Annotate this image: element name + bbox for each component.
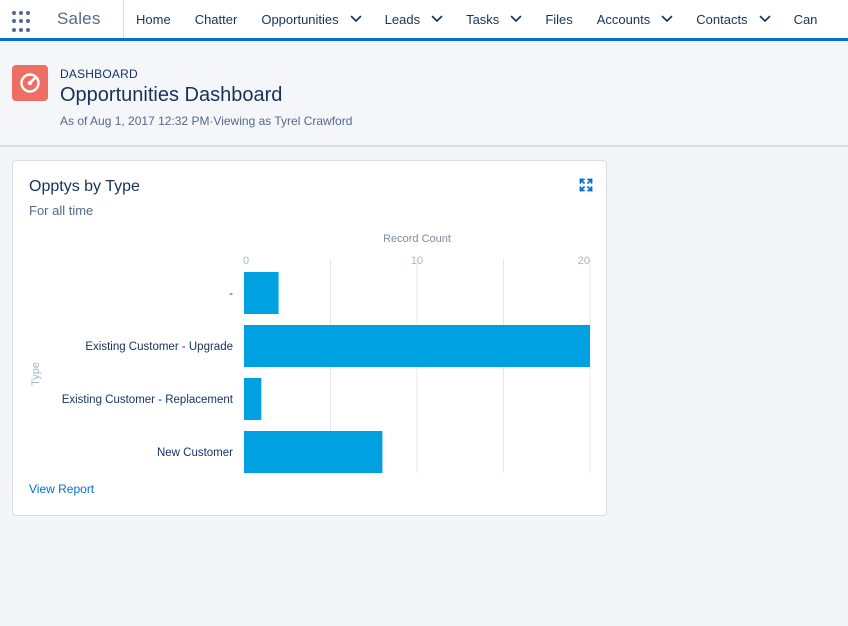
- dashboard-component-card: Opptys by Type For all time 0 10 20 Record …: [12, 160, 607, 516]
- component-subtitle: For all time: [29, 203, 94, 218]
- nav-tab-files[interactable]: Files: [533, 0, 584, 38]
- nav-tab-label: Home: [136, 11, 171, 27]
- nav-tab-label: Files: [545, 11, 573, 27]
- category-label: Existing Customer - Replacement: [62, 394, 234, 406]
- nav-tabs: Home Chatter Opportunities Leads Tasks Files A…: [124, 0, 829, 38]
- category-label: New Customer: [157, 447, 233, 459]
- bar: [244, 378, 262, 420]
- nav-tab-label: Chatter: [194, 11, 238, 27]
- bar: [244, 325, 590, 367]
- nav-tab-chatter[interactable]: Chatter: [183, 0, 250, 38]
- expand-icon[interactable]: [579, 178, 593, 192]
- chevron-down-icon[interactable]: [509, 12, 523, 26]
- dashboard-icon: [12, 65, 48, 101]
- view-report-link[interactable]: View Report: [29, 482, 95, 496]
- page-title: Opportunities Dashboard: [60, 84, 283, 106]
- x-tick-label: 10: [411, 255, 423, 267]
- nav-tab-accounts[interactable]: Accounts: [585, 0, 684, 38]
- y-axis-title: Type: [30, 362, 42, 386]
- page-eyebrow: DASHBOARD: [60, 67, 138, 81]
- nav-divider: [123, 0, 124, 38]
- nav-tab-label: Opportunities: [261, 11, 339, 27]
- nav-tab-label: Accounts: [596, 11, 651, 27]
- opptys-by-type-chart: 0 10 20 Record Count Type - Existing Customer …: [30, 233, 591, 473]
- nav-tab-can[interactable]: Can: [782, 0, 830, 38]
- page-header: DASHBOARD Opportunities Dashboard As of …: [0, 41, 848, 147]
- category-label: -: [229, 288, 233, 300]
- x-tick-label: 0: [243, 255, 249, 267]
- page-subtitle: As of Aug 1, 2017 12:32 PM·Viewing as Ty…: [60, 114, 353, 128]
- nav-tab-contacts[interactable]: Contacts: [684, 0, 781, 38]
- global-nav: Sales Home Chatter Opportunities Leads Tasks…: [0, 0, 848, 41]
- bar: [244, 431, 383, 473]
- component-title: Opptys by Type: [29, 178, 140, 195]
- bar: [244, 272, 279, 314]
- nav-tab-label: Contacts: [696, 11, 748, 27]
- nav-tab-home[interactable]: Home: [124, 0, 183, 38]
- chevron-down-icon[interactable]: [430, 12, 444, 26]
- nav-tab-tasks[interactable]: Tasks: [454, 0, 533, 38]
- app-name: Sales: [57, 9, 101, 28]
- category-label: Existing Customer - Upgrade: [85, 341, 233, 353]
- nav-tab-label: Leads: [384, 11, 421, 27]
- x-tick-label: 20: [578, 255, 590, 267]
- chevron-down-icon[interactable]: [660, 12, 674, 26]
- nav-tab-opportunities[interactable]: Opportunities: [249, 0, 372, 38]
- chevron-down-icon[interactable]: [349, 12, 363, 26]
- x-axis-title: Record Count: [383, 233, 451, 245]
- app-launcher-icon[interactable]: [12, 11, 34, 33]
- nav-tab-leads[interactable]: Leads: [373, 0, 454, 38]
- nav-tab-label: Can: [793, 11, 818, 27]
- nav-tab-label: Tasks: [466, 11, 500, 27]
- chevron-down-icon[interactable]: [758, 12, 772, 26]
